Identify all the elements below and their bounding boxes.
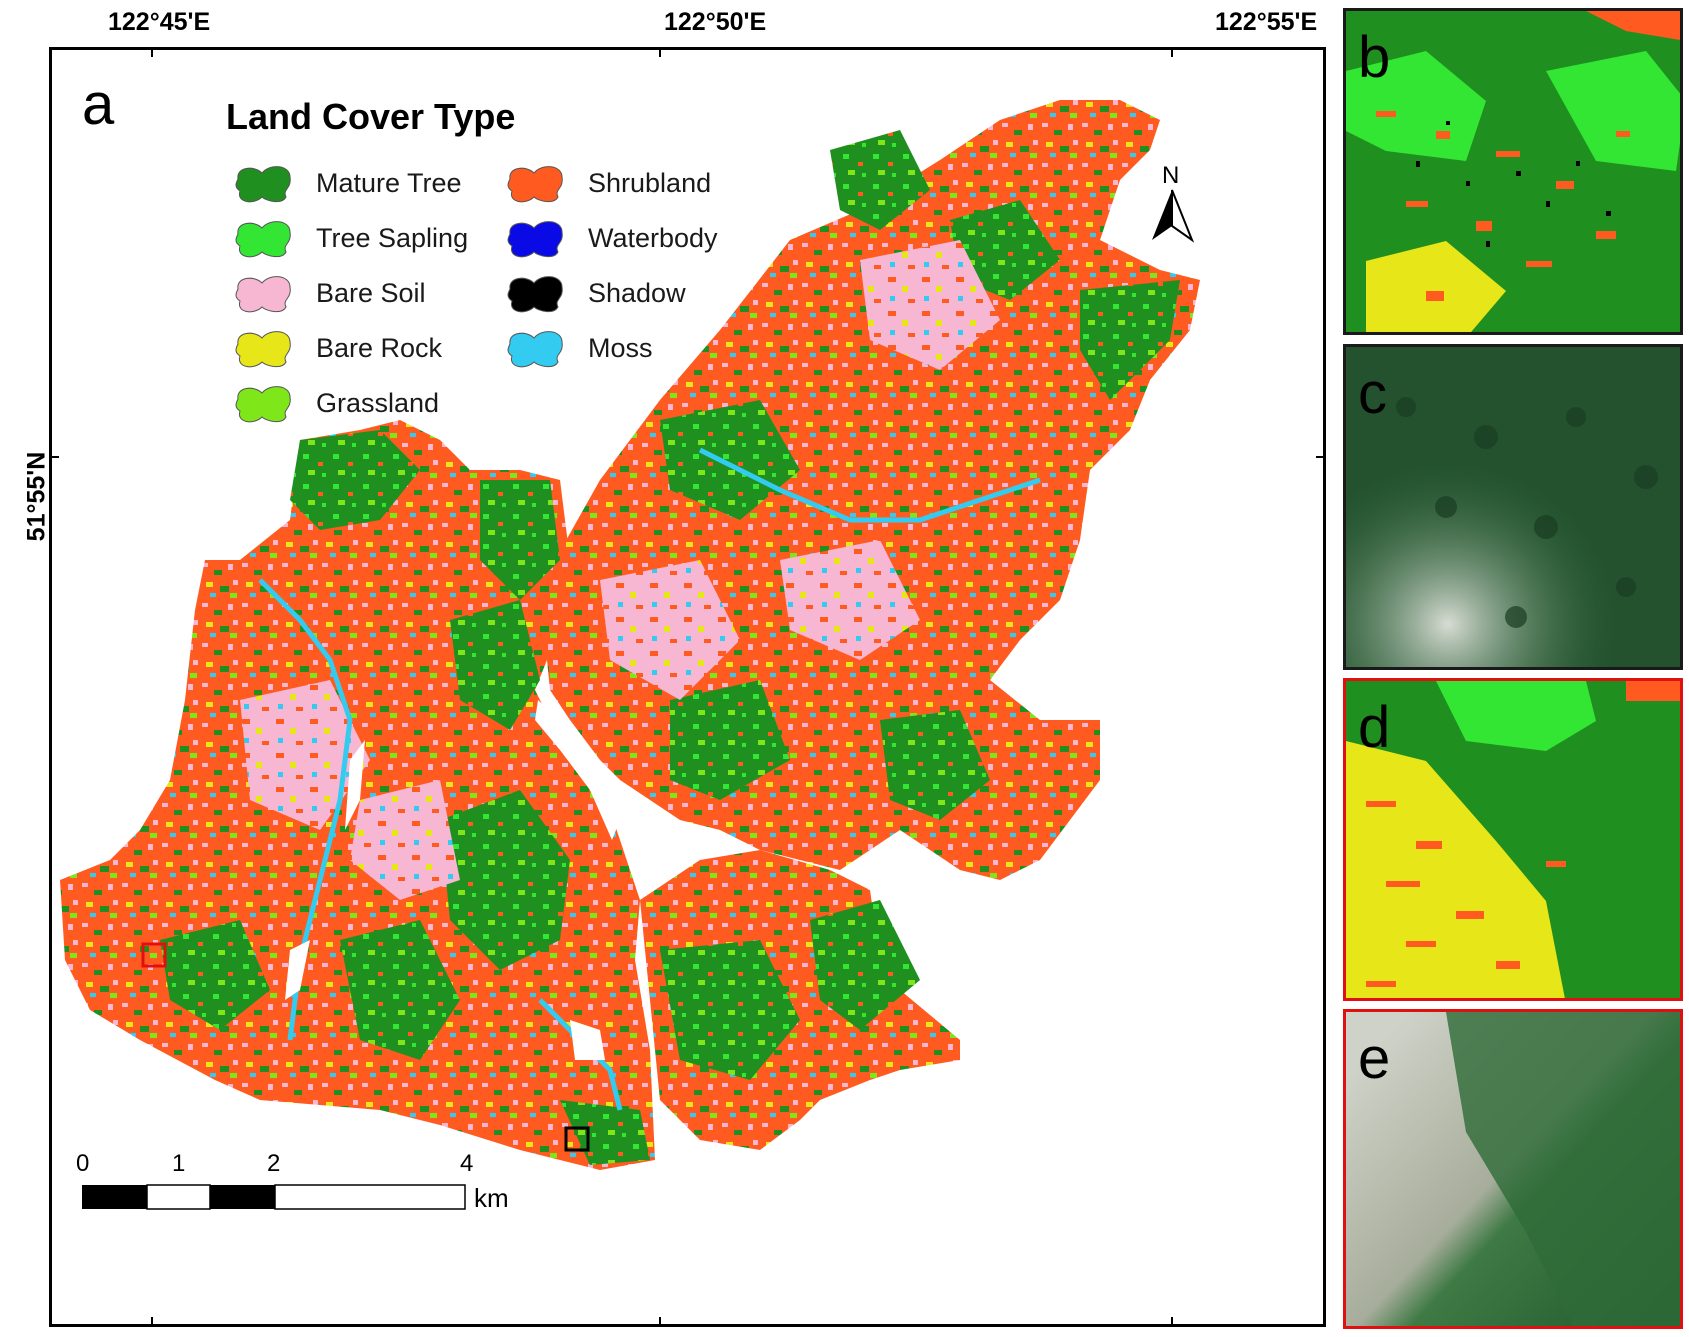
legend-item-label: Shadow <box>588 277 686 308</box>
scale-tick-0: 0 <box>76 1150 90 1177</box>
panel-label-a: a <box>82 72 115 137</box>
legend-item-bare-rock: Bare Rock <box>232 325 442 371</box>
legend-item-label: Tree Sapling <box>316 222 469 253</box>
black-highlight-box <box>564 1126 590 1152</box>
panel-label-b: b <box>1358 25 1391 90</box>
frame-ticks <box>49 47 1326 1327</box>
inset-c-imagery <box>1346 347 1680 667</box>
legend-item-grassland: Grassland <box>232 380 439 426</box>
legend-item-label: Bare Soil <box>316 277 426 308</box>
legend-item-label: Bare Rock <box>316 332 443 363</box>
scale-tick-1: 1 <box>172 1150 186 1177</box>
legend-swatch-icon <box>235 166 291 203</box>
scale-tick-4: 4 <box>460 1150 474 1177</box>
inset-b: b <box>1343 8 1683 335</box>
panel-label-e: e <box>1358 1026 1391 1091</box>
study-area-lower-right <box>640 850 960 1150</box>
red-highlight-box <box>141 942 167 968</box>
bare-soil-patches <box>240 240 1000 900</box>
scale-unit: km <box>474 1183 509 1213</box>
inset-d-map <box>1346 681 1680 998</box>
scale-tick-2: 2 <box>267 1150 281 1177</box>
legend-item-shadow: Shadow <box>504 270 686 316</box>
legend-swatch-icon <box>235 221 291 258</box>
legend-title: Land Cover Type <box>226 96 516 137</box>
main-map-frame <box>49 47 1326 1327</box>
white-gaps <box>285 700 620 1060</box>
legend-swatch-icon <box>507 166 563 203</box>
legend-item-bare-soil: Bare Soil <box>232 270 426 316</box>
top-tick-label-2: 122°50'E <box>664 8 767 36</box>
inset-e: e <box>1343 1009 1683 1329</box>
legend-swatch-icon <box>235 276 291 313</box>
legend-swatch-icon <box>507 276 563 313</box>
legend-item-label: Waterbody <box>588 222 718 253</box>
legend-swatch-icon <box>507 221 563 258</box>
legend-item-label: Mature Tree <box>316 167 462 198</box>
inset-e-imagery <box>1346 1012 1680 1326</box>
legend-item-mature-tree: Mature Tree <box>232 160 462 206</box>
panel-label-c: c <box>1358 361 1387 426</box>
north-arrow-icon <box>1152 189 1195 243</box>
scale-bar <box>82 1184 466 1210</box>
forest-patches <box>160 130 1180 1165</box>
legend-item-shrubland: Shrubland <box>504 160 711 206</box>
panel-label-d: d <box>1358 695 1391 760</box>
legend-swatch-icon <box>235 331 291 368</box>
legend-item-label: Shrubland <box>588 167 712 198</box>
legend-item-waterbody: Waterbody <box>504 215 718 261</box>
legend-item-tree-sapling: Tree Sapling <box>232 215 468 261</box>
legend-swatch-icon <box>235 386 291 423</box>
north-label: N <box>1162 162 1180 189</box>
legend-item-label: Grassland <box>316 387 440 418</box>
study-area-right <box>545 100 1200 880</box>
legend-swatch-icon <box>507 331 563 368</box>
inset-c: c <box>1343 344 1683 670</box>
inset-b-map <box>1346 11 1680 332</box>
inset-d: d <box>1343 678 1683 1001</box>
top-tick-label-3: 122°55'E <box>1215 8 1318 36</box>
top-tick-label-1: 122°45'E <box>108 8 211 36</box>
legend-item-moss: Moss <box>504 325 653 371</box>
legend-item-label: Moss <box>588 332 653 363</box>
